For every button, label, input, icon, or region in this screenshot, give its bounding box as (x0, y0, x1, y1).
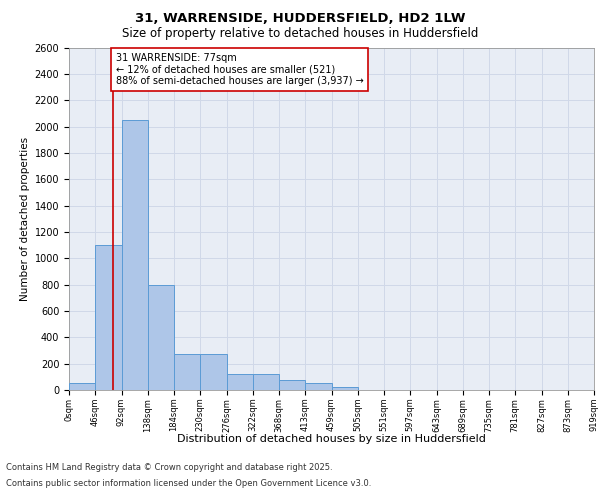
Y-axis label: Number of detached properties: Number of detached properties (20, 136, 31, 301)
Bar (279, 380, 305, 390)
Bar (95, 245, 121, 390)
Bar (121, 120, 148, 390)
Text: Contains public sector information licensed under the Open Government Licence v3: Contains public sector information licen… (6, 478, 371, 488)
Bar (148, 284, 174, 390)
Bar (69, 384, 95, 390)
Bar (305, 384, 331, 390)
Text: 31 WARRENSIDE: 77sqm
← 12% of detached houses are smaller (521)
88% of semi-deta: 31 WARRENSIDE: 77sqm ← 12% of detached h… (116, 53, 364, 86)
Bar (200, 354, 227, 390)
Text: Size of property relative to detached houses in Huddersfield: Size of property relative to detached ho… (122, 28, 478, 40)
Text: 31, WARRENSIDE, HUDDERSFIELD, HD2 1LW: 31, WARRENSIDE, HUDDERSFIELD, HD2 1LW (135, 12, 465, 26)
Bar (331, 386, 358, 390)
Bar (174, 354, 200, 390)
Bar (227, 374, 253, 390)
Text: Contains HM Land Registry data © Crown copyright and database right 2025.: Contains HM Land Registry data © Crown c… (6, 464, 332, 472)
X-axis label: Distribution of detached houses by size in Huddersfield: Distribution of detached houses by size … (177, 434, 486, 444)
Bar (253, 374, 279, 390)
